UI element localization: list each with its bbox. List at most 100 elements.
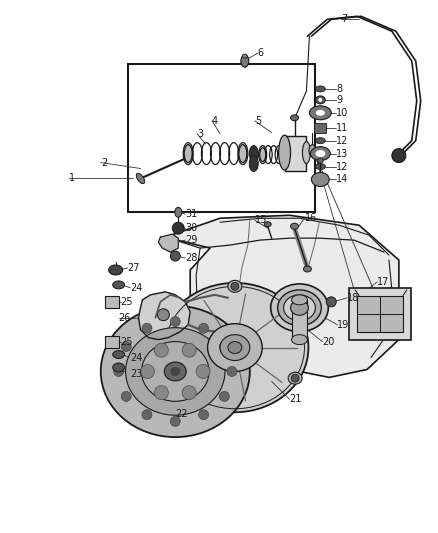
Circle shape <box>182 343 196 357</box>
Ellipse shape <box>279 135 290 170</box>
Text: 19: 19 <box>337 320 350 330</box>
Bar <box>127 64 315 212</box>
Ellipse shape <box>290 115 298 121</box>
Circle shape <box>231 282 239 290</box>
Circle shape <box>326 297 336 307</box>
Ellipse shape <box>168 372 182 384</box>
Text: 25: 25 <box>120 337 133 346</box>
Ellipse shape <box>228 342 242 353</box>
Ellipse shape <box>264 222 271 227</box>
Text: 24: 24 <box>131 283 143 293</box>
Ellipse shape <box>292 295 307 305</box>
Circle shape <box>141 365 155 378</box>
Ellipse shape <box>311 173 329 187</box>
Ellipse shape <box>113 351 124 359</box>
Text: 4: 4 <box>212 116 218 126</box>
Text: 13: 13 <box>336 149 349 159</box>
Ellipse shape <box>309 144 316 157</box>
Circle shape <box>142 323 152 333</box>
Circle shape <box>114 367 124 376</box>
Ellipse shape <box>309 106 331 120</box>
Ellipse shape <box>303 142 311 164</box>
Text: 22: 22 <box>175 409 188 419</box>
Circle shape <box>170 416 180 426</box>
Text: 28: 28 <box>185 253 198 263</box>
Circle shape <box>182 386 196 400</box>
Ellipse shape <box>290 300 308 315</box>
Circle shape <box>227 367 237 376</box>
Ellipse shape <box>318 158 323 163</box>
Circle shape <box>155 343 168 357</box>
Ellipse shape <box>283 295 315 321</box>
Text: 2: 2 <box>101 158 107 167</box>
Ellipse shape <box>271 284 328 332</box>
Text: 25: 25 <box>120 297 133 307</box>
Circle shape <box>170 251 180 261</box>
Circle shape <box>219 342 230 351</box>
Ellipse shape <box>175 207 182 217</box>
Ellipse shape <box>164 362 186 381</box>
Text: 23: 23 <box>131 369 143 379</box>
Ellipse shape <box>290 223 298 229</box>
Circle shape <box>157 309 170 321</box>
Text: 20: 20 <box>322 337 335 346</box>
Ellipse shape <box>184 144 192 163</box>
Text: 11: 11 <box>336 123 349 133</box>
Ellipse shape <box>249 156 258 172</box>
Ellipse shape <box>141 342 209 401</box>
Text: 9: 9 <box>336 95 343 105</box>
Circle shape <box>291 374 299 382</box>
Circle shape <box>392 149 406 163</box>
Text: 18: 18 <box>347 293 360 303</box>
Ellipse shape <box>126 328 225 415</box>
Ellipse shape <box>278 290 321 326</box>
Circle shape <box>196 365 210 378</box>
Text: 8: 8 <box>336 84 343 94</box>
Circle shape <box>219 391 230 401</box>
Circle shape <box>155 386 168 400</box>
Ellipse shape <box>315 138 325 144</box>
Ellipse shape <box>292 335 307 345</box>
Text: 6: 6 <box>258 48 264 58</box>
Ellipse shape <box>315 150 325 157</box>
Polygon shape <box>165 215 399 379</box>
Bar <box>105 336 119 348</box>
Ellipse shape <box>170 367 180 376</box>
Circle shape <box>171 374 179 382</box>
Ellipse shape <box>220 335 250 360</box>
Ellipse shape <box>282 148 288 161</box>
Ellipse shape <box>311 147 330 160</box>
Text: 24: 24 <box>131 352 143 362</box>
Ellipse shape <box>315 96 325 104</box>
Text: 10: 10 <box>336 108 349 118</box>
Ellipse shape <box>136 173 145 184</box>
Bar <box>105 296 119 308</box>
Polygon shape <box>285 136 307 171</box>
Ellipse shape <box>113 363 124 372</box>
Circle shape <box>142 410 152 419</box>
Ellipse shape <box>260 148 266 161</box>
Text: 29: 29 <box>185 235 198 245</box>
Ellipse shape <box>249 146 258 161</box>
Ellipse shape <box>208 324 262 372</box>
Bar <box>349 288 411 340</box>
Polygon shape <box>138 292 190 340</box>
Ellipse shape <box>242 54 247 58</box>
Text: 15: 15 <box>255 215 267 225</box>
Bar <box>292 300 307 340</box>
Circle shape <box>198 410 208 419</box>
Ellipse shape <box>318 98 322 102</box>
Ellipse shape <box>288 372 302 384</box>
Circle shape <box>121 391 131 401</box>
Bar <box>357 296 403 332</box>
Text: 3: 3 <box>197 128 203 139</box>
Circle shape <box>172 222 184 234</box>
Ellipse shape <box>316 110 325 116</box>
Text: 26: 26 <box>119 313 131 323</box>
Text: 16: 16 <box>304 213 317 223</box>
Text: 5: 5 <box>255 116 261 126</box>
Ellipse shape <box>109 265 123 275</box>
Ellipse shape <box>241 55 249 67</box>
Ellipse shape <box>315 164 325 169</box>
Text: 21: 21 <box>290 394 302 405</box>
